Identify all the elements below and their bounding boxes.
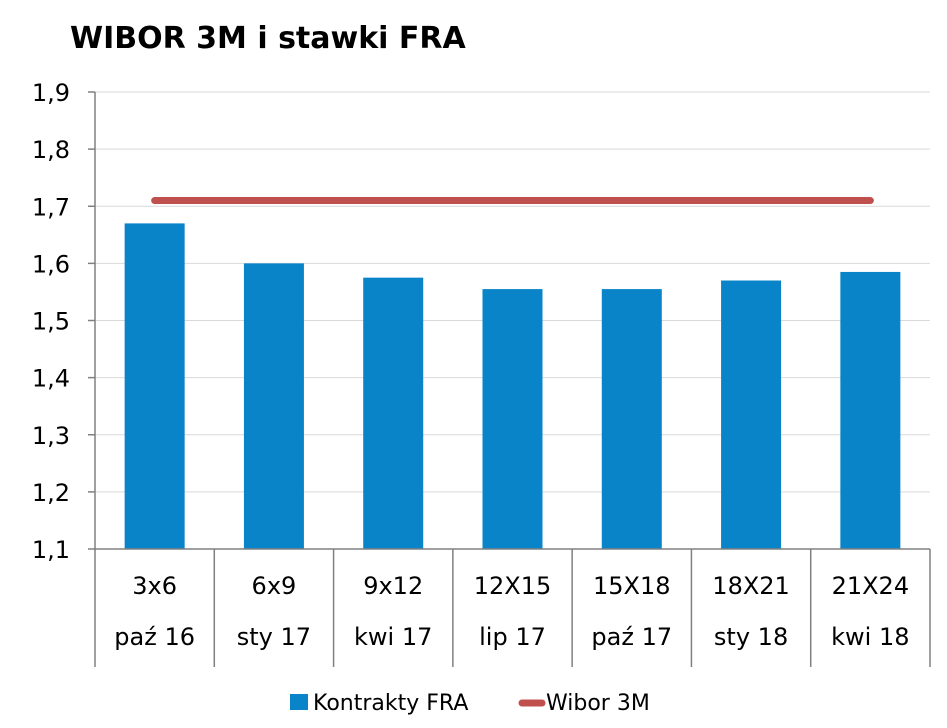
chart-title: WIBOR 3M i stawki FRA — [70, 21, 466, 56]
legend: Kontrakty FRA Wibor 3M — [290, 691, 650, 716]
y-axis-ticks: 1,1 1,2 1,3 1,4 1,5 1,6 1,7 1,8 1,9 — [32, 79, 95, 564]
bar-15x18 — [601, 289, 662, 549]
category-sublabel: sty 17 — [237, 623, 311, 651]
axes — [94, 92, 931, 667]
y-tick-label: 1,9 — [32, 79, 70, 107]
category-sublabel: kwi 18 — [831, 623, 909, 651]
category-label: 15X18 — [593, 572, 671, 600]
bar-6x9 — [243, 263, 304, 549]
legend-label-kontrakty-fra: Kontrakty FRA — [313, 691, 468, 716]
y-tick-label: 1,8 — [32, 136, 70, 164]
bar-12x15 — [482, 289, 543, 549]
category-sublabel: kwi 17 — [354, 623, 432, 651]
category-label: 6x9 — [252, 572, 297, 600]
bar-9x12 — [363, 277, 424, 549]
y-tick-label: 1,2 — [32, 479, 70, 507]
category-sublabel: sty 18 — [714, 623, 788, 651]
y-tick-label: 1,6 — [32, 250, 70, 278]
category-label: 18X21 — [712, 572, 790, 600]
legend-label-wibor-3m: Wibor 3M — [546, 691, 650, 716]
bar-18x21 — [721, 280, 782, 549]
category-sublabel: paź 16 — [114, 623, 195, 651]
legend-swatch-kontrakty-fra — [290, 694, 308, 710]
bar-21x24 — [840, 271, 901, 549]
category-sublabel: paź 17 — [591, 623, 672, 651]
category-label: 9x12 — [363, 572, 423, 600]
y-tick-label: 1,5 — [32, 308, 70, 336]
bar-3x6 — [124, 223, 185, 549]
category-label: 3x6 — [132, 572, 177, 600]
bars — [124, 223, 901, 549]
category-label: 21X24 — [832, 572, 910, 600]
category-sublabel: lip 17 — [479, 623, 546, 651]
y-tick-label: 1,4 — [32, 365, 70, 393]
category-label: 12X15 — [474, 572, 552, 600]
y-tick-label: 1,3 — [32, 422, 70, 450]
x-axis-categories: 3x6 paź 16 6x9 sty 17 9x12 kwi 17 12X15 lip 17 1… — [114, 572, 909, 651]
y-tick-label: 1,1 — [32, 536, 70, 564]
y-tick-label: 1,7 — [32, 193, 70, 221]
